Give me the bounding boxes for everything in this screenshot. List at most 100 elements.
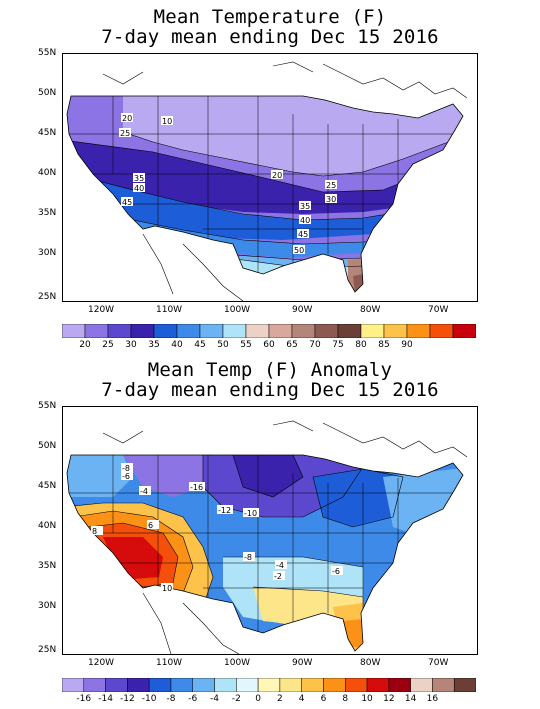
colorbar-swatch <box>214 678 237 692</box>
contour-label: 10 <box>162 584 172 593</box>
contour-label: 20 <box>272 171 282 180</box>
longitude-label: 100W <box>224 305 251 315</box>
contour-label-background <box>133 173 145 182</box>
panel2-title-line1: Mean Temp (F) Anomaly <box>147 359 393 381</box>
colorbar-label: 40 <box>171 340 183 350</box>
contour-label: -6 <box>122 472 130 481</box>
panel2-anomaly-map: -8 -6 -4 -16 -12 -10 8 6 10 -8 -4 -2 -6 <box>62 406 478 655</box>
colorbar-swatch <box>107 324 132 338</box>
latitude-label: 35N <box>38 561 57 571</box>
colorbar-label: 8 <box>342 694 349 704</box>
panel1-temperature-map: 10 20 25 35 40 45 20 25 30 35 40 45 50 <box>62 53 478 302</box>
contour-label-background <box>189 482 205 491</box>
colorbar-swatch <box>153 324 178 338</box>
contour-label-background <box>325 180 337 189</box>
contour-label-background <box>133 183 145 192</box>
contour-label-background <box>91 526 103 535</box>
contour-label-background <box>147 520 159 529</box>
colorbar-swatch <box>105 678 128 692</box>
colorbar-swatch <box>301 678 324 692</box>
longitude-label: 70W <box>428 305 449 315</box>
colorbar-label: 60 <box>263 340 275 350</box>
colorbar-label: 65 <box>286 340 298 350</box>
colorbar-swatch <box>222 324 247 338</box>
longitude-label: 90W <box>292 305 313 315</box>
colorbar-label: 45 <box>194 340 206 350</box>
colorbar-label: -4 <box>210 694 220 704</box>
contour-label-background <box>271 170 283 179</box>
latitude-label: 45N <box>38 128 57 138</box>
contour-label: 30 <box>326 195 336 204</box>
colorbar-swatch <box>192 678 215 692</box>
latitude-label: 25N <box>38 292 57 302</box>
latitude-label: 55N <box>38 48 57 58</box>
contour-label: 35 <box>300 202 310 211</box>
colorbar-label: 2 <box>277 694 283 704</box>
contour-label: -2 <box>274 572 282 581</box>
latitude-label: 50N <box>38 441 57 451</box>
colorbar-label: 75 <box>332 340 344 350</box>
colorbar-label: 50 <box>217 340 229 350</box>
colorbar-label: 55 <box>240 340 252 350</box>
contour-label-background <box>325 194 337 203</box>
contour-label-background <box>297 229 309 238</box>
longitude-label: 110W <box>156 305 183 315</box>
colorbar-swatch <box>337 324 362 338</box>
contour-label-background <box>121 113 133 122</box>
contour-label-background <box>217 505 233 514</box>
colorbar-label: 20 <box>79 340 91 350</box>
colorbar-swatch <box>366 678 390 692</box>
colorbar-swatch <box>345 678 368 692</box>
longitude-label: 110W <box>156 658 183 668</box>
contour-label-background <box>161 583 173 592</box>
longitude-label: 90W <box>292 658 313 668</box>
colorbar-swatch <box>62 324 86 338</box>
latitude-label: 50N <box>38 88 57 98</box>
colorbar-swatch <box>62 678 85 692</box>
contour-label: -4 <box>276 561 284 570</box>
colorbar-swatch <box>236 678 259 692</box>
colorbar-swatch <box>130 324 155 338</box>
colorbar-swatch <box>83 678 106 692</box>
contour-label: -4 <box>140 487 148 496</box>
panel1-colorbar <box>62 324 476 338</box>
latitude-label: 45N <box>38 481 57 491</box>
panel1-title-line1: Mean Temperature (F) <box>153 6 387 28</box>
longitude-label: 80W <box>360 305 381 315</box>
colorbar-swatch <box>84 324 109 338</box>
colorbar-label: -10 <box>141 694 157 704</box>
colorbar-label: 4 <box>298 694 305 704</box>
colorbar-label: -2 <box>231 694 241 704</box>
colorbar-swatch <box>257 678 281 692</box>
contour-label: 40 <box>300 216 310 225</box>
colorbar-label: -14 <box>98 694 113 704</box>
contour-label-background <box>273 571 285 580</box>
contour-label: 40 <box>134 184 144 193</box>
colorbar-label: -8 <box>166 694 176 704</box>
contour-label-background <box>121 197 133 206</box>
contour-label: -10 <box>244 509 257 518</box>
contour-label-background <box>275 560 287 569</box>
colorbar-label: 30 <box>125 340 137 350</box>
latitude-label: 25N <box>38 645 57 655</box>
colorbar-swatch <box>148 678 172 692</box>
colorbar-label: -16 <box>76 694 92 704</box>
contour-label-background <box>119 128 131 137</box>
colorbar-label: 25 <box>102 340 114 350</box>
contour-label: 6 <box>148 521 153 530</box>
colorbar-label: -6 <box>188 694 198 704</box>
contour-label: 20 <box>122 114 132 123</box>
colorbar-swatch <box>245 324 270 338</box>
panel2-title-line2: 7-day mean ending Dec 15 2016 <box>101 379 439 401</box>
contour-label-background <box>139 486 151 495</box>
colorbar-label: 35 <box>148 340 160 350</box>
contour-label: -8 <box>122 464 130 473</box>
colorbar-label: 10 <box>361 694 373 704</box>
contour-label-background <box>299 201 311 210</box>
contour-label-background <box>293 245 305 254</box>
colorbar-label: 90 <box>401 340 413 350</box>
colorbar-swatch <box>410 678 433 692</box>
colorbar-swatch <box>383 324 408 338</box>
colorbar-label: 14 <box>404 694 417 704</box>
